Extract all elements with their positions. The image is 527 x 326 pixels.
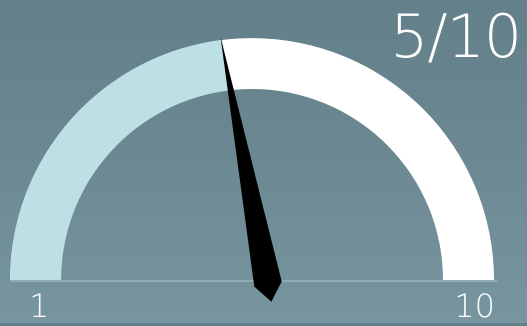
- gauge-filled-arc: [10, 39, 229, 280]
- gauge-needle: [220, 36, 282, 302]
- min-tick-label: 1: [29, 287, 50, 325]
- score-label: 5/10: [390, 2, 522, 72]
- max-tick-label: 10: [454, 287, 495, 325]
